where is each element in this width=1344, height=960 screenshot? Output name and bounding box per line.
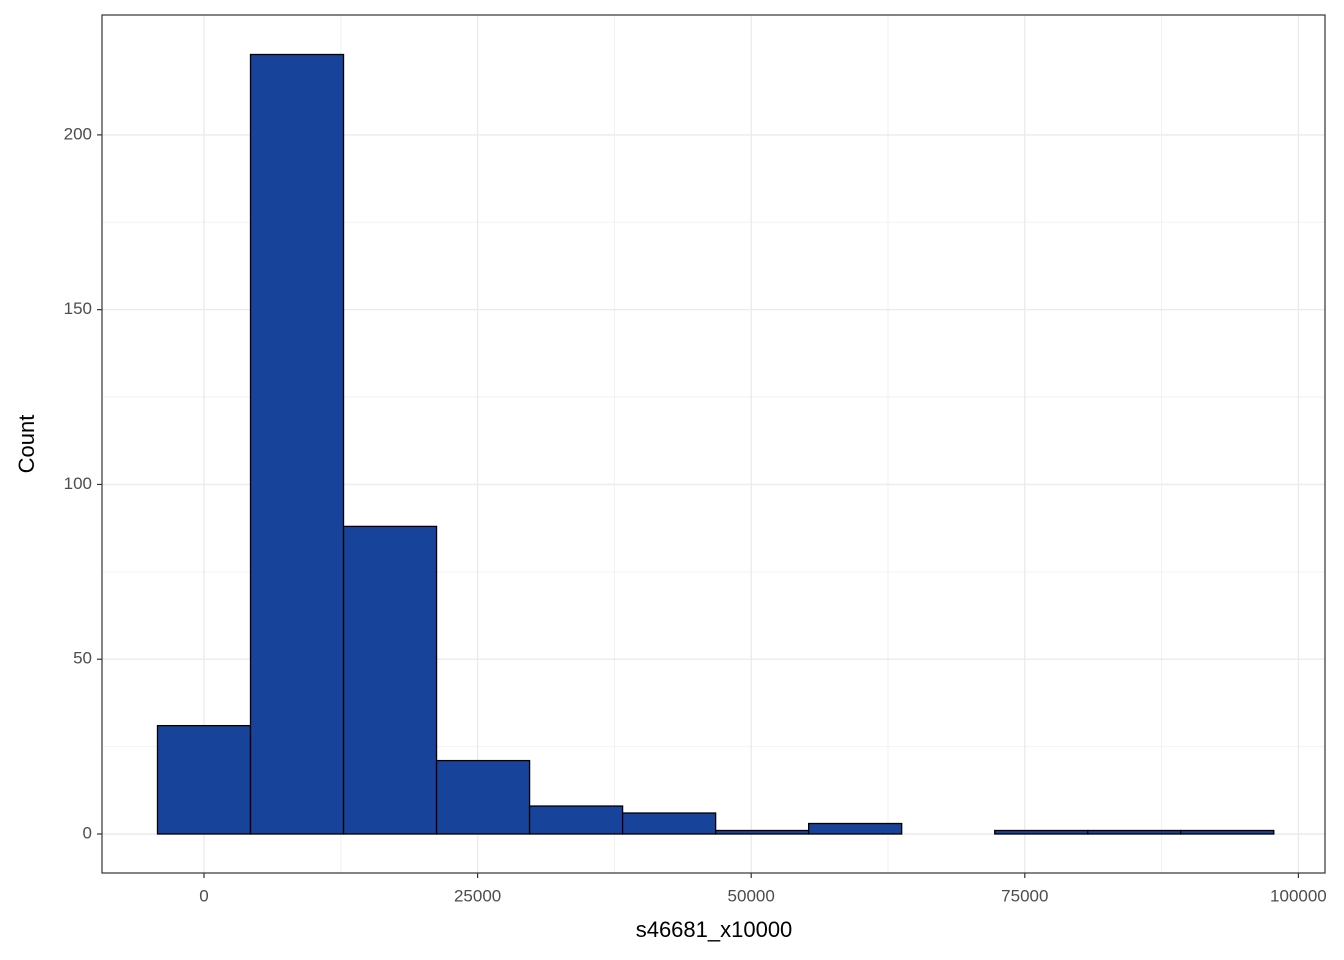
bar [435,759,531,835]
y-tick-label: 150 [64,299,92,318]
bar [1180,829,1275,835]
x-tick-label: 25000 [454,886,501,905]
bar [342,525,438,835]
bars [156,53,1275,835]
bar [249,53,345,835]
bar [528,805,624,835]
bar [156,724,252,835]
bar [1087,829,1182,835]
bar [994,829,1089,835]
x-axis-title: s46681_x10000 [636,917,793,942]
panel-border [101,14,1326,874]
y-tick-label: 100 [64,474,92,493]
y-tick-label: 0 [83,823,92,842]
x-tick-label: 100000 [1270,886,1327,905]
y-axis-title: Count [14,415,39,474]
y-tick-label: 200 [64,124,92,143]
x-tick-label: 50000 [728,886,775,905]
bar [621,812,717,835]
bar [808,822,903,835]
x-tick-label: 0 [199,886,208,905]
bar [714,829,810,835]
x-tick-label: 75000 [1001,886,1048,905]
y-tick-label: 50 [73,649,92,668]
